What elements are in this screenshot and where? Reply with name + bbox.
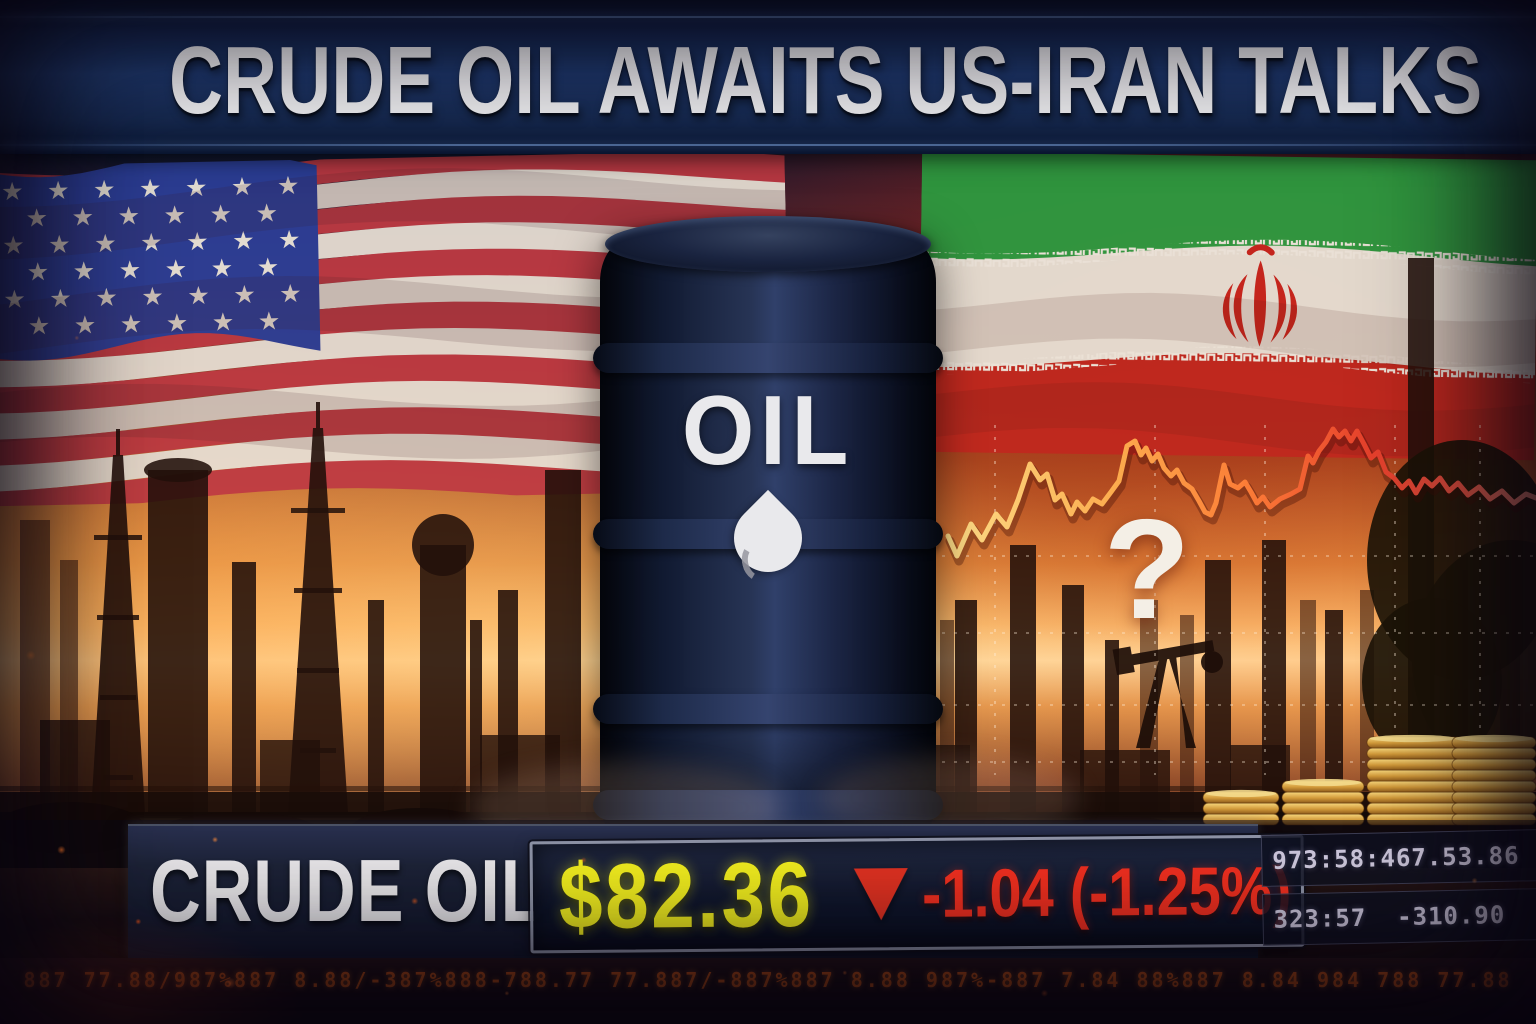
barrel-rib — [593, 343, 943, 373]
svg-text:★: ★ — [164, 255, 187, 283]
title-banner: CRUDE OIL AWAITS US-IRAN TALKS — [0, 0, 1536, 154]
readout-row: 323:57 -310.90 — [1262, 888, 1536, 946]
ticker-bar: CRUDE OIL $82.36 -1.04 (-1.25%) — [128, 824, 1305, 960]
coin-stacks — [1202, 734, 1536, 826]
barrel-oil-label: OIL — [681, 375, 855, 485]
down-triangle-icon — [854, 868, 909, 921]
svg-text:★: ★ — [47, 177, 70, 205]
svg-text:★: ★ — [26, 258, 49, 286]
svg-text:★: ★ — [278, 226, 301, 254]
headline: CRUDE OIL AWAITS US-IRAN TALKS — [168, 27, 1483, 134]
svg-text:★: ★ — [118, 256, 141, 284]
price-box: $82.36 -1.04 (-1.25%) — [529, 834, 1305, 954]
svg-text:★: ★ — [72, 257, 95, 285]
ticker-tape: 887 77.88/987%887 8.88/-387%888-788.77 7… — [0, 958, 1536, 1024]
iran-flag — [917, 151, 1536, 461]
ticker-symbol: CRUDE OIL — [150, 841, 545, 940]
barrel-top-cap — [605, 216, 931, 272]
readout-panel: 973:58:467.53.86 323:57 -310.90 — [1260, 829, 1536, 953]
oil-drop-icon — [600, 489, 936, 592]
oil-barrel: OIL — [593, 216, 943, 842]
svg-text:★: ★ — [93, 176, 116, 204]
question-mark: ? — [1103, 490, 1191, 649]
price-value: $82.36 — [558, 843, 814, 948]
readout-row: 973:58:467.53.86 — [1260, 829, 1536, 887]
price-change: -1.04 (-1.25%) — [922, 852, 1293, 932]
barrel-rib — [593, 694, 943, 724]
svg-text:★: ★ — [1, 178, 24, 206]
